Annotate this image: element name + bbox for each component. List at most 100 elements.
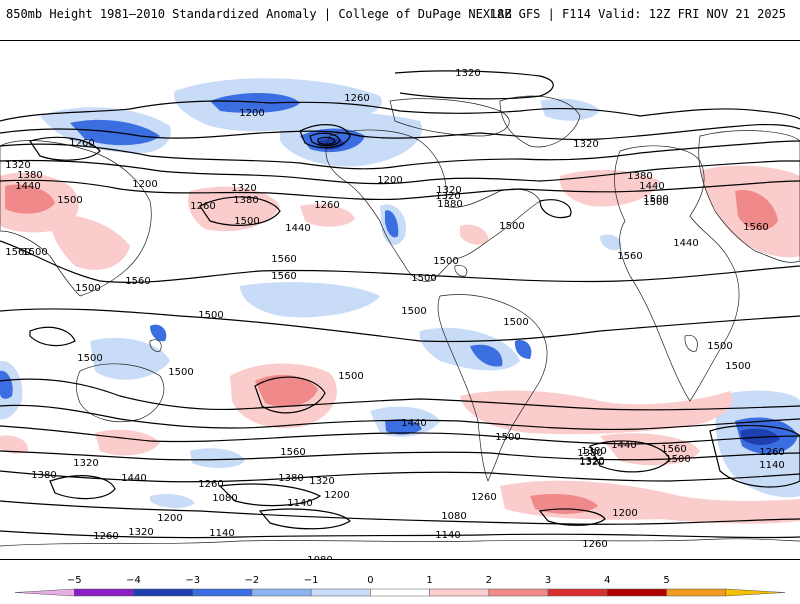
colorbar-swatch	[251, 588, 312, 597]
contour-label: 1260	[471, 492, 496, 503]
contour-label: 1320	[579, 457, 604, 468]
contour-label: 1500	[643, 197, 668, 208]
colorbar-swatch	[488, 588, 549, 597]
contour-label: 1560	[661, 444, 686, 455]
contour-label: 1380	[437, 199, 462, 210]
map-panel: 1320 1260 1260 1200 1200 1320 1380 1440 …	[0, 40, 800, 578]
colorbar-swatch	[192, 588, 253, 597]
colorbar-tick-label: −2	[245, 575, 260, 586]
contour-label: 1500	[411, 273, 436, 284]
contour-label: 1500	[665, 454, 690, 465]
contour-label: 1560	[617, 251, 642, 262]
contour-label: 1500	[168, 367, 193, 378]
coastlines	[0, 95, 800, 547]
colorbar-swatch	[73, 588, 134, 597]
contour-label: 1140	[209, 528, 234, 539]
contour-label: 1440	[285, 223, 310, 234]
colorbar-tick-label: 1	[426, 575, 432, 586]
colorbar-tick-label: 2	[486, 575, 492, 586]
contour-label: 1560	[743, 222, 768, 233]
contour-label: 1260	[69, 138, 94, 149]
contour-label: 1380	[17, 170, 42, 181]
contour-label: 1140	[287, 498, 312, 509]
contour-label: 1440	[639, 181, 664, 192]
contour-label: 1500	[433, 256, 458, 267]
colorbar-tick-label: −4	[126, 575, 141, 586]
colorbar-svg: −5 −4 −3 −2 −1 0 1 2 3 4 5	[14, 575, 786, 597]
positive-anomaly-shading	[0, 165, 800, 524]
colorbar-tick-label: 4	[604, 575, 610, 586]
contour-label: 1140	[435, 530, 460, 541]
contour-label: 1320	[231, 183, 256, 194]
contour-label: 1560	[5, 247, 30, 258]
contour-label: 1500	[77, 353, 102, 364]
contour-label: 1500	[495, 432, 520, 443]
colorbar-tick-label: 0	[367, 575, 373, 586]
negative-anomaly-shading	[0, 78, 800, 509]
contour-label: 1500	[643, 194, 668, 205]
colorbar-swatch	[666, 588, 727, 597]
contour-label: 1200	[612, 508, 637, 519]
contour-label: 1380	[278, 473, 303, 484]
colorbar-swatch	[133, 588, 193, 597]
contour-label: 1260	[314, 200, 339, 211]
contour-label: 1500	[503, 317, 528, 328]
contour-label: 1560	[271, 254, 296, 265]
contour-label: 1320	[73, 458, 98, 469]
contour-label: 1500	[499, 221, 524, 232]
colorbar-swatch	[725, 588, 786, 597]
contour-label: 1560	[271, 271, 296, 282]
contour-label: 1500	[234, 216, 259, 227]
contour-label: 1500	[57, 195, 82, 206]
contour-label: 1080	[307, 555, 332, 559]
anomaly-map: 1320 1260 1260 1200 1200 1320 1380 1440 …	[0, 68, 800, 578]
contour-label: 1380	[233, 195, 258, 206]
colorbar-tick-label: 5	[663, 575, 669, 586]
colorbar-swatches	[14, 588, 786, 597]
contour-label: 1260	[759, 447, 784, 458]
colorbar-tick-label: −3	[185, 575, 200, 586]
colorbar-swatch	[310, 588, 371, 597]
contour-label: 1440	[611, 440, 636, 451]
anomaly-colorbar: −5 −4 −3 −2 −1 0 1 2 3 4 5	[0, 570, 800, 600]
colorbar-swatch	[14, 588, 75, 597]
map-title: 850mb Height 1981–2010 Standardized Anom…	[6, 7, 512, 21]
contour-label: 1440	[121, 473, 146, 484]
contour-label: 1200	[157, 513, 182, 524]
contour-label: 1500	[725, 361, 750, 372]
contour-label: 1080	[212, 493, 237, 504]
contour-label: 1500	[401, 306, 426, 317]
contour-label: 1500	[198, 310, 223, 321]
contour-label: 1260	[198, 479, 223, 490]
height-contours	[0, 70, 800, 539]
contour-label: 1500	[707, 341, 732, 352]
contour-label: 1320	[5, 160, 30, 171]
contour-label: 1440	[15, 181, 40, 192]
contour-label: 1560	[280, 447, 305, 458]
contour-label: 1320	[573, 139, 598, 150]
contour-label: 1260	[93, 531, 118, 542]
contour-label: 1320	[579, 456, 604, 467]
colorbar-tick-label: 3	[545, 575, 551, 586]
colorbar-swatch	[547, 588, 608, 597]
colorbar-tick-label: −5	[67, 575, 82, 586]
contour-label: 1080	[441, 511, 466, 522]
contour-label: 1440	[401, 418, 426, 429]
contour-label: 1500	[338, 371, 363, 382]
contour-label: 1380	[581, 446, 606, 457]
contour-label: 1200	[324, 490, 349, 501]
contour-label: 1320	[309, 476, 334, 487]
contour-label: 1200	[132, 179, 157, 190]
contour-labels: 1320 1260 1260 1200 1200 1320 1380 1440 …	[5, 68, 784, 578]
colorbar-swatch	[607, 588, 667, 597]
contour-label: 1200	[239, 108, 264, 119]
colorbar-tick-labels: −5 −4 −3 −2 −1 0 1 2 3 4 5	[67, 575, 670, 586]
contour-label: 1320	[455, 68, 480, 79]
contour-label: 1500	[75, 283, 100, 294]
contour-label: 1380	[627, 171, 652, 182]
contour-label: 1380	[31, 470, 56, 481]
model-valid-time: 18Z GFS | F114 Valid: 12Z FRI NOV 21 202…	[489, 7, 786, 21]
colorbar-tick-label: −1	[304, 575, 319, 586]
contour-label: 1440	[673, 238, 698, 249]
contour-label: 1380	[577, 448, 602, 459]
